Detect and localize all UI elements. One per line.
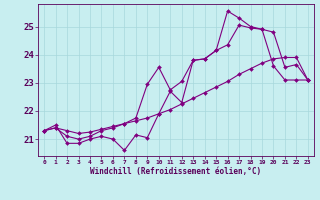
X-axis label: Windchill (Refroidissement éolien,°C): Windchill (Refroidissement éolien,°C) [91, 167, 261, 176]
